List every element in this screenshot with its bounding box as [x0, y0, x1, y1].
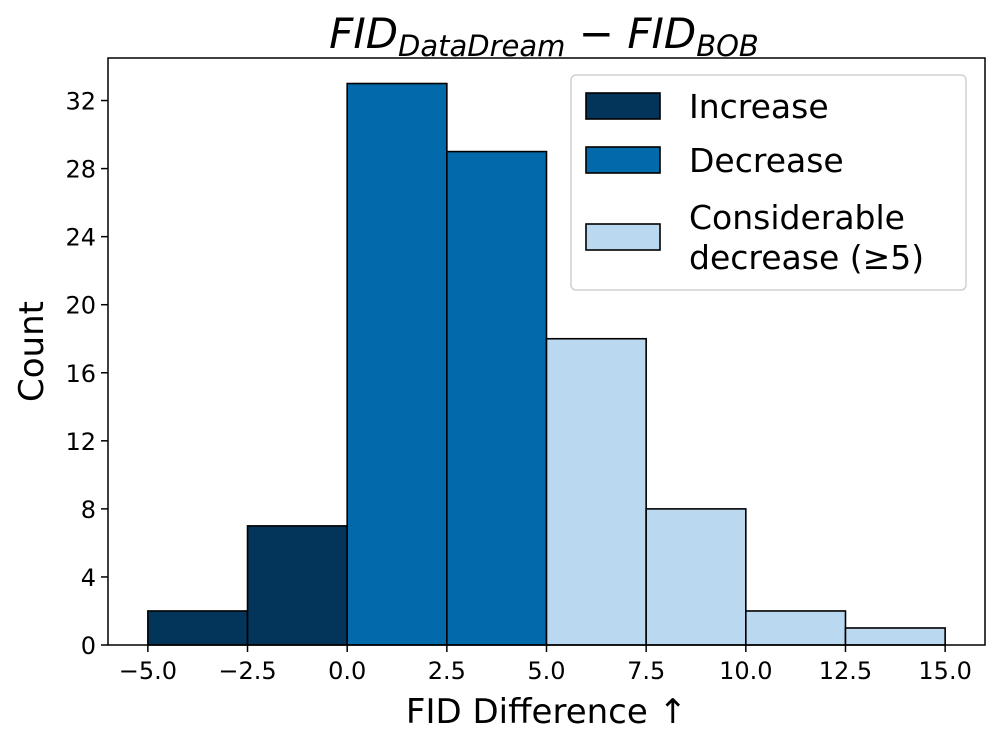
x-tick-label: −2.5: [218, 657, 276, 685]
histogram-bar: [446, 150, 548, 646]
svg-text:FIDDataDream − FIDBOB: FIDDataDream − FIDBOB: [329, 9, 759, 63]
x-tick-label: 0.0: [328, 657, 366, 685]
y-tick-label: 8: [81, 496, 96, 524]
legend-swatch: [585, 223, 661, 251]
x-tick-label: 12.5: [819, 657, 872, 685]
y-axis-ticks: 0 4 8 12 16 20 24 28 32: [65, 88, 108, 660]
y-tick-label: 0: [81, 632, 96, 660]
legend-label: decrease (≥5): [689, 238, 924, 277]
histogram-bar: [645, 508, 747, 646]
y-tick-label: 24: [65, 224, 96, 252]
histogram-bar: [745, 610, 847, 646]
x-axis-ticks: −5.0 −2.5 0.0 2.5 5.0 7.5 10.0 12.5 15.0: [119, 645, 972, 685]
y-tick-label: 16: [65, 360, 96, 388]
y-tick-label: 32: [65, 88, 96, 116]
x-tick-label: 2.5: [428, 657, 466, 685]
x-tick-label: 15.0: [918, 657, 971, 685]
x-axis-label: FID Difference ↑: [406, 692, 687, 732]
bars-group: [147, 82, 946, 646]
legend-label: Decrease: [689, 141, 844, 180]
y-axis-label: Count: [12, 301, 52, 402]
y-tick-label: 4: [81, 564, 96, 592]
title-operator: −: [565, 9, 627, 58]
y-tick-label: 12: [65, 428, 96, 456]
title-main-2: FID: [627, 9, 696, 58]
legend-label: Considerable: [689, 198, 905, 237]
legend-frame: [570, 74, 967, 291]
x-tick-label: −5.0: [119, 657, 177, 685]
y-tick-label: 28: [65, 156, 96, 184]
histogram-bar: [147, 610, 249, 646]
legend-swatch: [585, 92, 661, 120]
x-tick-label: 10.0: [719, 657, 772, 685]
legend-swatch: [585, 146, 661, 174]
histogram-bar: [545, 337, 647, 646]
chart-title: FIDDataDream − FIDBOB: [329, 9, 759, 63]
histogram-bar: [844, 627, 946, 646]
title-main-1: FID: [329, 9, 398, 58]
histogram-bar: [346, 82, 448, 646]
y-tick-label: 20: [65, 292, 96, 320]
plot-area-frame: [107, 57, 986, 646]
histogram-bar: [246, 525, 348, 646]
x-tick-label: 7.5: [627, 657, 665, 685]
legend-label: Increase: [689, 87, 829, 126]
x-tick-label: 5.0: [527, 657, 565, 685]
